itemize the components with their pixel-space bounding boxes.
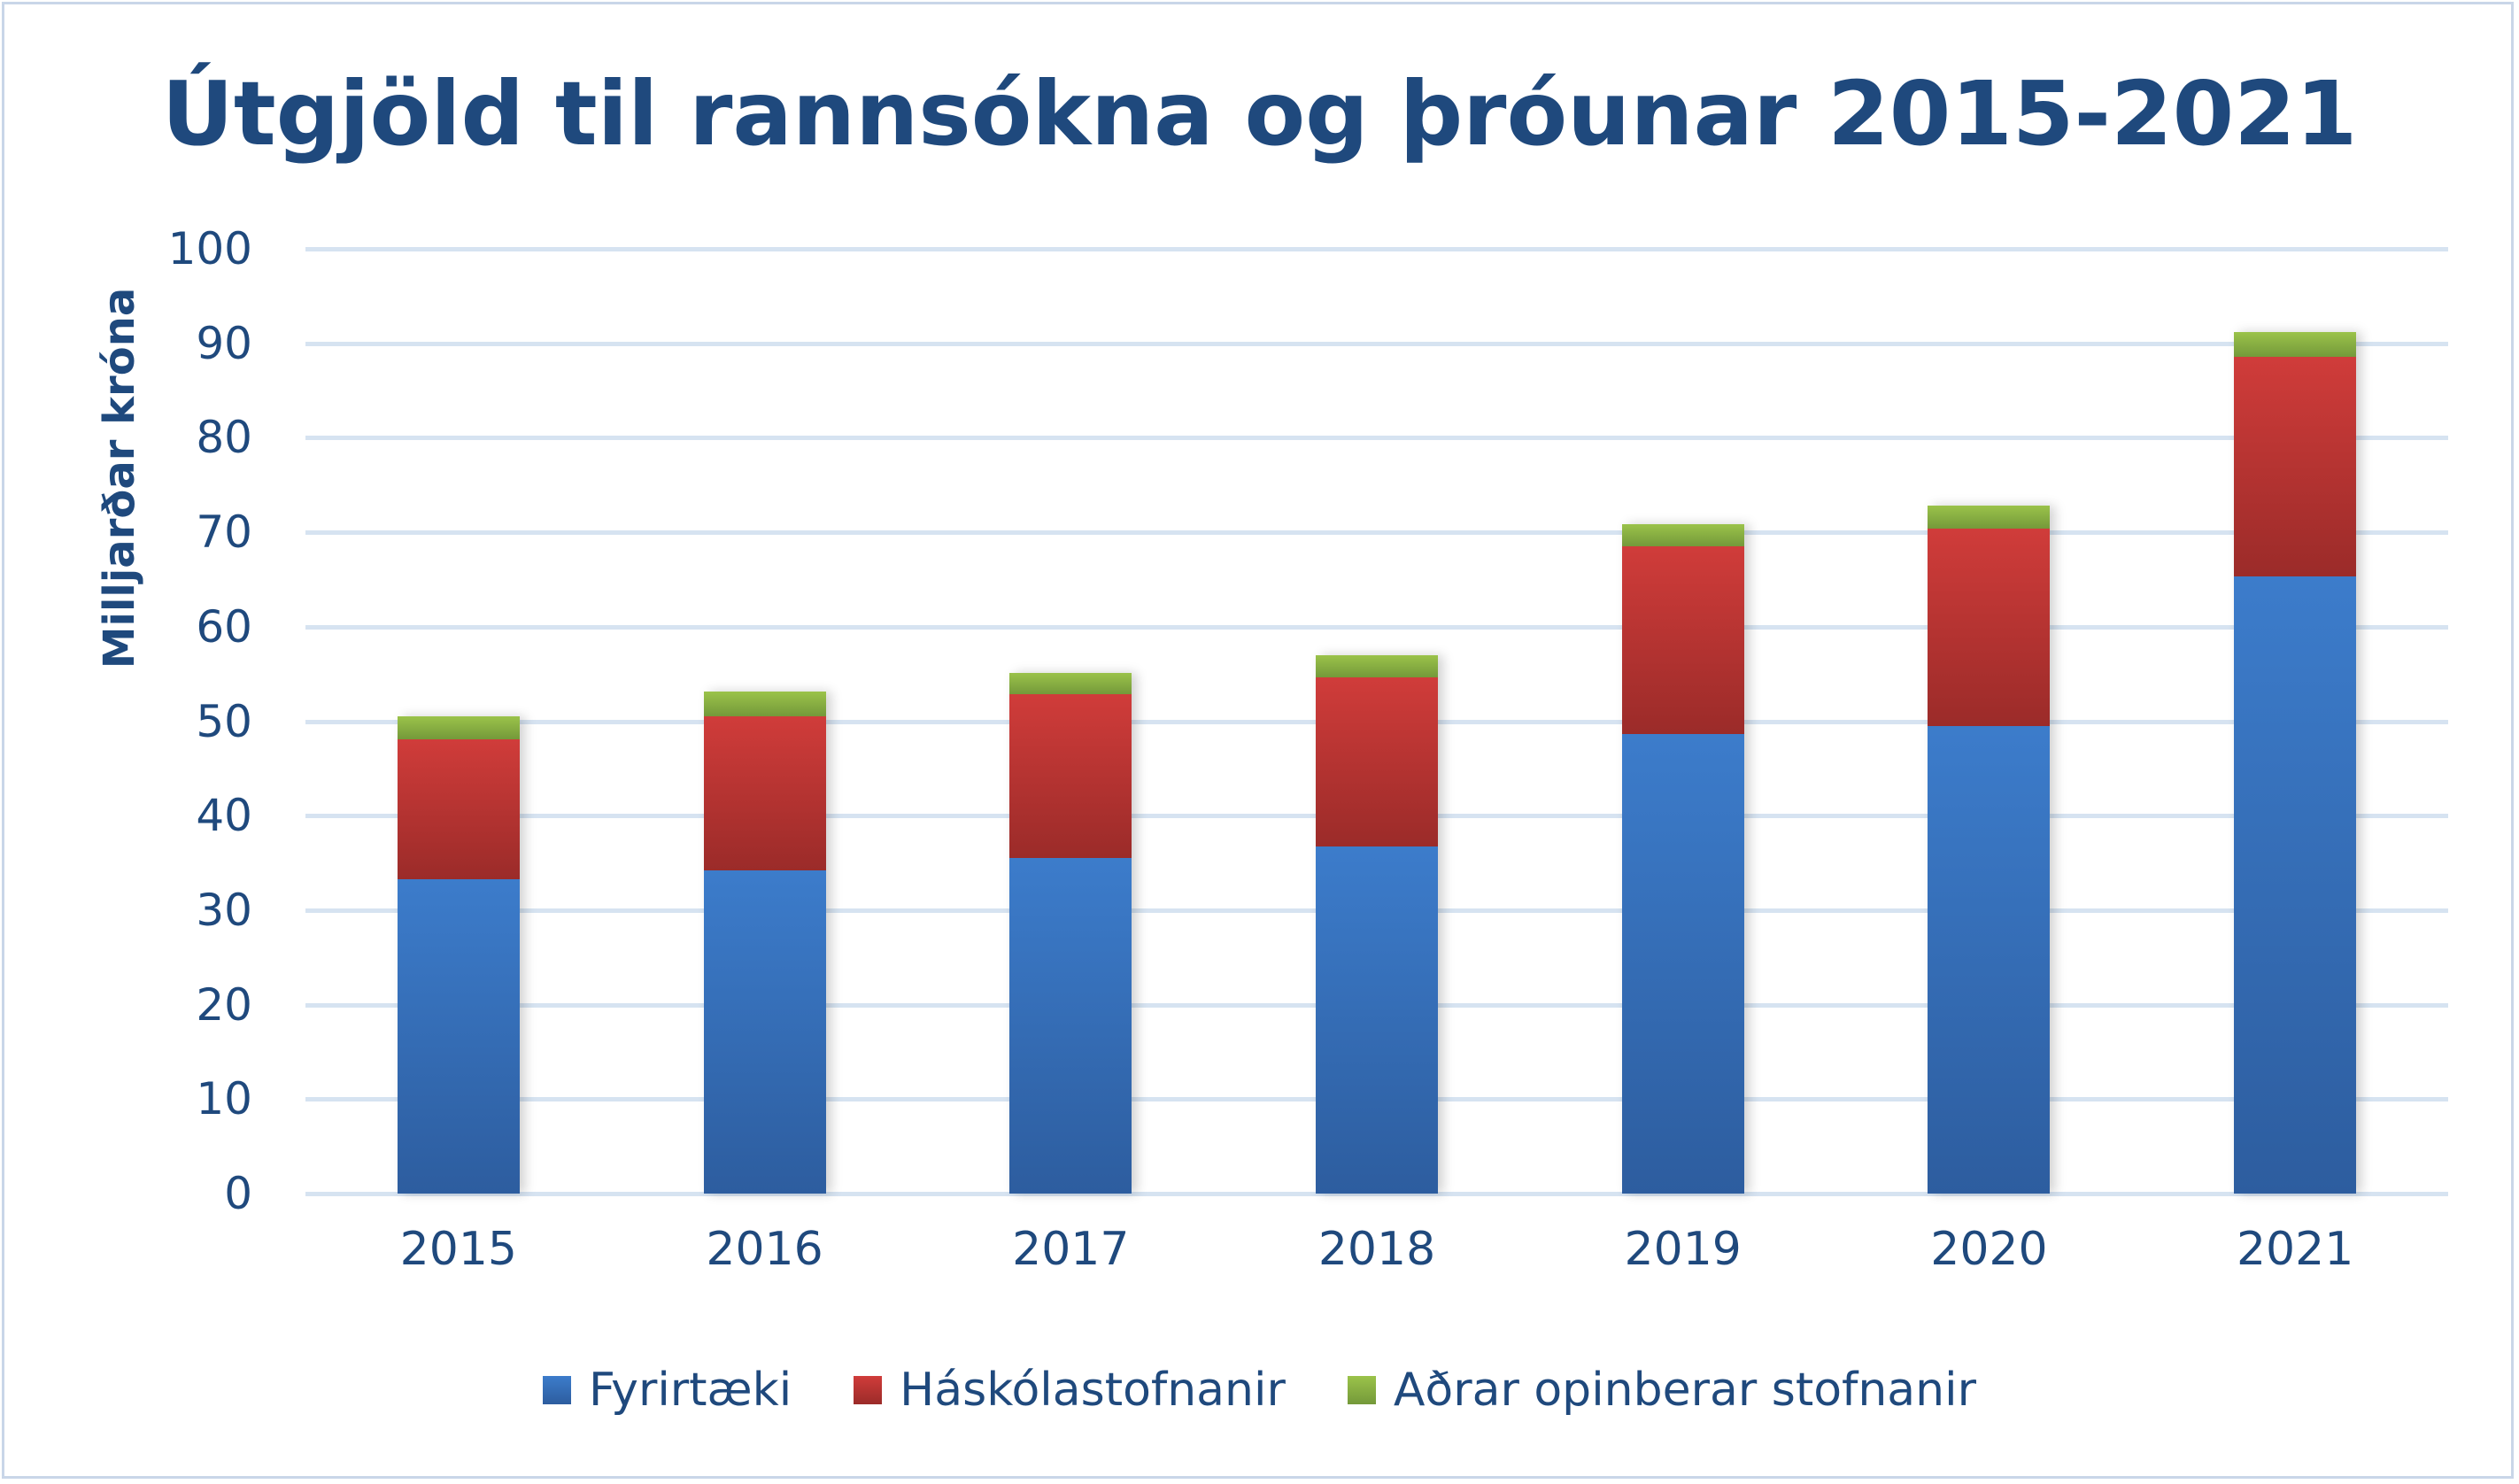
- bar-2021: [2234, 331, 2357, 1194]
- bar-segment: [1621, 734, 1744, 1194]
- gridline: [305, 341, 2448, 346]
- gridline: [305, 624, 2448, 630]
- x-tick-label: 2017: [1012, 1223, 1130, 1276]
- legend-item: Háskólastofnanir: [854, 1364, 1286, 1417]
- chart-title: Útgjöld til rannsókna og þróunar 2015-20…: [161, 62, 2358, 166]
- bar-segment: [397, 716, 520, 739]
- plot-area: 0 10 20 30 40 50 60 70 80 90 100 2015 2016 2017 2018 20…: [168, 223, 2448, 1276]
- legend-swatch-icon: [854, 1376, 883, 1404]
- y-tick-label: 60: [196, 600, 252, 653]
- y-tick-label: 40: [196, 790, 252, 842]
- bar-2020: [1928, 506, 2051, 1194]
- bar-segment: [1928, 725, 2051, 1194]
- bar-segment: [397, 878, 520, 1194]
- legend-label: Aðrar opinberar stofnanir: [1393, 1364, 1976, 1417]
- bar-segment: [1928, 528, 2051, 726]
- bar-segment: [2234, 576, 2357, 1194]
- y-tick-label: 80: [196, 412, 252, 464]
- bar-segment: [1009, 858, 1132, 1194]
- bar-segment: [1316, 654, 1438, 678]
- bar-segment: [1009, 693, 1132, 859]
- x-tick-label: 2021: [2236, 1223, 2354, 1276]
- legend-label: Fyrirtæki: [589, 1364, 792, 1417]
- bar-segment: [1621, 523, 1744, 547]
- bar-segment: [1928, 506, 2051, 529]
- legend-swatch-icon: [1347, 1376, 1376, 1404]
- bar-segment: [703, 716, 826, 871]
- x-tick-label: 2018: [1317, 1223, 1436, 1276]
- bar-segment: [397, 738, 520, 879]
- bar-segment: [2234, 331, 2357, 357]
- y-tick-label: 30: [196, 884, 252, 936]
- y-tick-label: 20: [196, 978, 252, 1031]
- y-axis-label: Milljarðar króna: [95, 287, 144, 669]
- legend: Fyrirtæki Háskólastofnanir Aðrar opinberar…: [0, 1364, 2519, 1417]
- x-tick-label: 2019: [1624, 1223, 1742, 1276]
- bar-segment: [1316, 677, 1438, 847]
- legend-item: Aðrar opinberar stofnanir: [1347, 1364, 1976, 1417]
- legend-swatch-icon: [543, 1376, 572, 1404]
- x-tick-label: 2015: [399, 1223, 518, 1276]
- gridline: [305, 436, 2448, 441]
- gridline: [305, 530, 2448, 536]
- gridline: [305, 1192, 2448, 1196]
- legend-item: Fyrirtæki: [543, 1364, 792, 1417]
- y-tick-label: 10: [196, 1073, 252, 1125]
- y-tick-label: 90: [196, 317, 252, 369]
- bar-2019: [1621, 523, 1744, 1194]
- x-tick-label: 2016: [706, 1223, 823, 1276]
- y-tick-label: 70: [196, 506, 252, 559]
- bar-2018: [1316, 654, 1438, 1194]
- y-tick-label: 50: [196, 695, 252, 747]
- bar-segment: [1316, 846, 1438, 1194]
- bar-segment: [703, 692, 826, 717]
- bar-2016: [703, 692, 826, 1194]
- y-tick-label: 100: [167, 223, 252, 274]
- bar-2017: [1009, 673, 1132, 1194]
- bar-segment: [2234, 356, 2357, 577]
- y-tick-label: 0: [224, 1168, 252, 1219]
- bar-2015: [397, 716, 520, 1194]
- bar-segment: [1621, 546, 1744, 735]
- bar-segment: [1009, 673, 1132, 694]
- legend-label: Háskólastofnanir: [900, 1364, 1286, 1417]
- gridline: [305, 247, 2448, 251]
- bar-segment: [703, 870, 826, 1194]
- x-tick-label: 2020: [1930, 1223, 2048, 1276]
